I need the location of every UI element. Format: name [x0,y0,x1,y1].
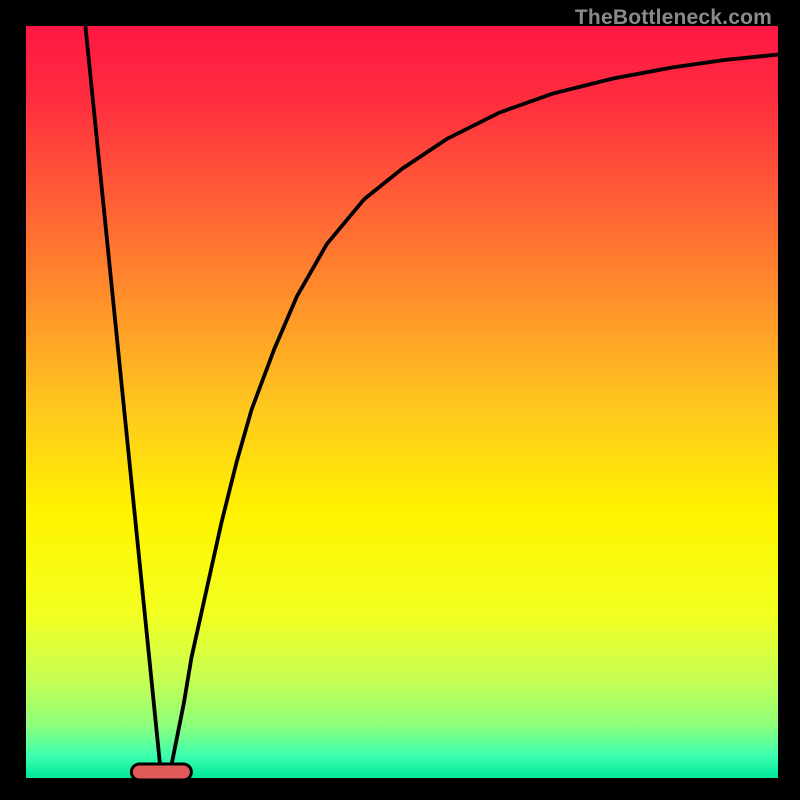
gradient-background [26,26,778,778]
optimal-marker [131,764,191,780]
bottleneck-chart [0,0,800,800]
watermark-text: TheBottleneck.com [575,6,772,30]
chart-container: TheBottleneck.com [0,0,800,800]
